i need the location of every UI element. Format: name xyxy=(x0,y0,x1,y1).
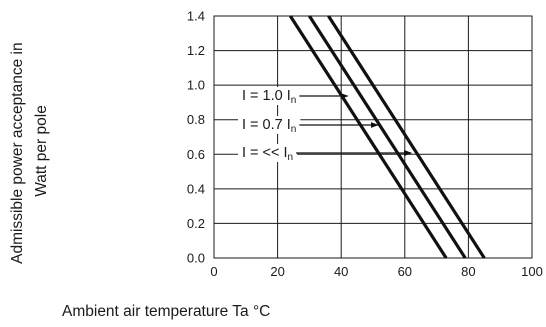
annotation-background xyxy=(238,87,301,105)
plot-frame xyxy=(213,15,533,259)
y-axis-title-line-1: Admissible power acceptance in xyxy=(9,42,26,263)
series-line xyxy=(327,15,486,259)
x-tick-label: 40 xyxy=(334,264,348,279)
x-tick-label: 0 xyxy=(210,264,217,279)
annotation-background xyxy=(238,144,298,162)
annotation-label-subscript: n xyxy=(288,152,294,163)
y-tick-label: 0.0 xyxy=(187,251,205,266)
annotation-label-subscript: n xyxy=(291,124,297,135)
series-line xyxy=(308,15,467,259)
y-axis-title: Admissible power acceptance in Watt per … xyxy=(9,38,50,264)
current-annotations: I = 1.0 InI = 0.7 InI = << In xyxy=(238,87,413,163)
x-tick-label: 80 xyxy=(461,264,475,279)
annotation-label-main: I = << I xyxy=(242,145,288,161)
y-tick-label: 1.2 xyxy=(187,43,205,58)
x-tick-label: 60 xyxy=(398,264,412,279)
y-axis-title-line-2: Watt per pole xyxy=(33,105,50,197)
annotation-label-main: I = 0.7 I xyxy=(242,117,291,133)
annotation-label: I = 1.0 In xyxy=(242,88,296,106)
y-tick-label: 0.8 xyxy=(187,112,205,127)
annotation-label-subscript: n xyxy=(291,95,297,106)
tick-labels: 0 20 40 60 80 100 0.0 0.2 0.4 0.6 0.8 1.0 1.2 1.4 xyxy=(187,9,543,280)
annotation-label-main: I = 1.0 I xyxy=(242,88,291,104)
x-tick-label: 100 xyxy=(521,264,543,279)
y-tick-label: 0.4 xyxy=(187,181,205,196)
y-tick-label: 1.0 xyxy=(187,78,205,93)
x-axis-title: Ambient air temperature Ta °C xyxy=(62,303,270,320)
x-tick-label: 20 xyxy=(270,264,284,279)
grid xyxy=(213,15,533,259)
y-tick-label: 0.6 xyxy=(187,147,205,162)
y-tick-label: 1.4 xyxy=(187,9,205,24)
annotation-label: I = 0.7 In xyxy=(242,117,296,135)
series-lines xyxy=(288,15,486,259)
annotation-background xyxy=(238,116,301,134)
series-line xyxy=(288,15,448,259)
y-tick-label: 0.2 xyxy=(187,216,205,231)
annotation-label: I = << In xyxy=(242,145,293,163)
